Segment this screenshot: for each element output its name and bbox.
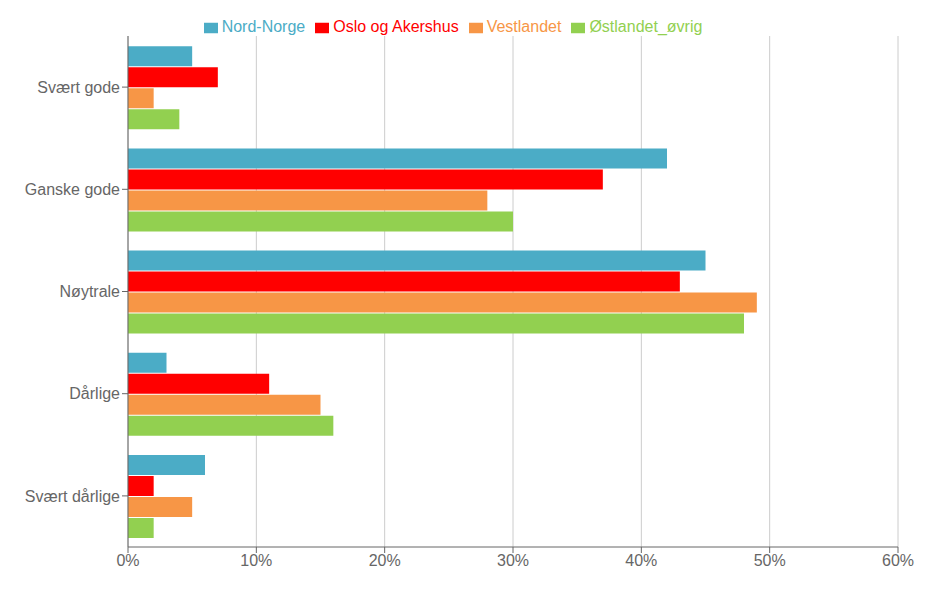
svg-text:10%: 10% [240, 552, 272, 569]
svg-text:Svært gode: Svært gode [37, 79, 120, 96]
svg-text:20%: 20% [369, 552, 401, 569]
svg-text:50%: 50% [754, 552, 786, 569]
svg-text:40%: 40% [625, 552, 657, 569]
svg-text:60%: 60% [882, 552, 914, 569]
svg-text:Dårlige: Dårlige [69, 385, 120, 402]
svg-text:Nøytrale: Nøytrale [60, 283, 121, 300]
html-text:Oslo og Akershus: Oslo og Akershus [333, 18, 459, 35]
html-text:Nord-Norge: Nord-Norge [221, 18, 306, 35]
svg-text:Ganske gode: Ganske gode [25, 181, 120, 198]
svg-text:Svært dårlige: Svært dårlige [25, 488, 120, 505]
svg-text:30%: 30% [497, 552, 529, 569]
html-text:Østlandet_øvrig: Østlandet_øvrig [589, 18, 703, 35]
html-text:Vestlandet: Vestlandet [486, 18, 562, 35]
svg-text:0%: 0% [116, 552, 139, 569]
